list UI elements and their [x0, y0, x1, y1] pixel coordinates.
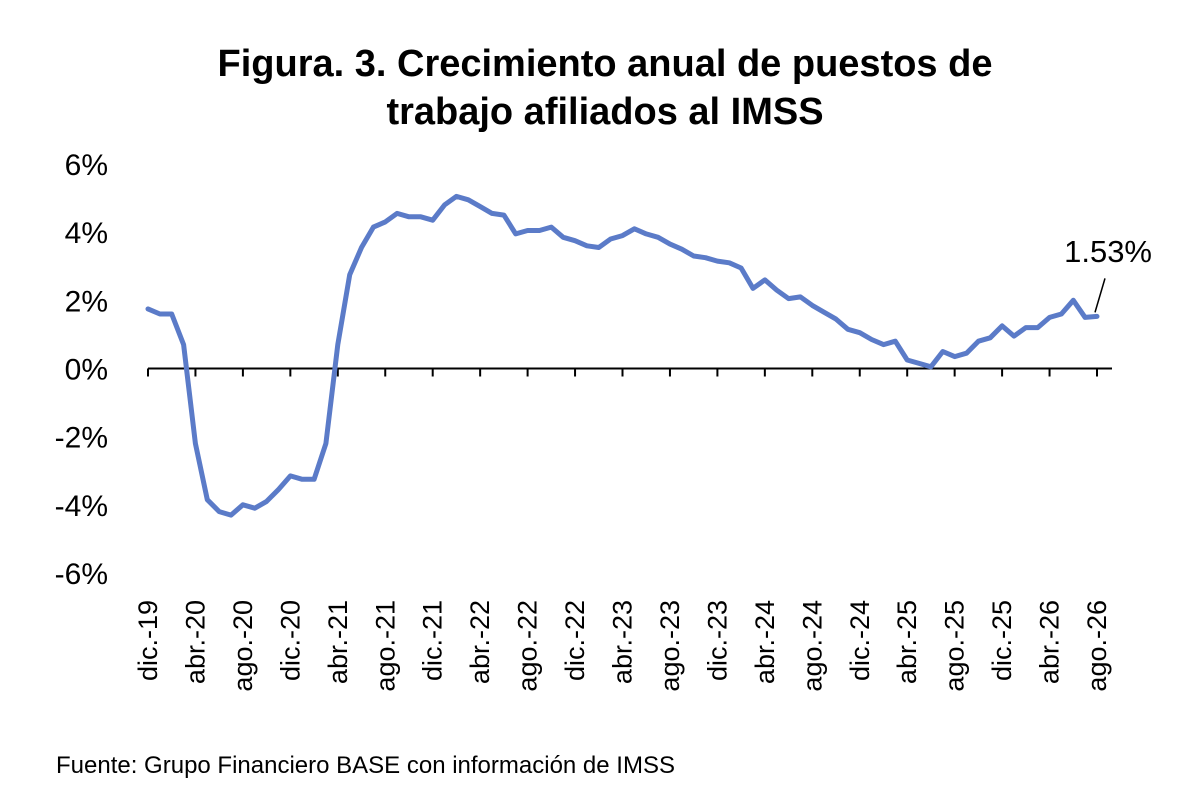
chart-title-line-1: Figura. 3. Crecimiento anual de puestos …: [217, 43, 993, 85]
y-tick-label: 4%: [65, 217, 108, 250]
source-note: Fuente: Grupo Financiero BASE con inform…: [56, 752, 675, 779]
x-tick-label: ago.-22: [513, 600, 543, 692]
x-tick-label: abr.-23: [608, 600, 638, 684]
y-axis-ticks: 6% 4% 2% 0% -2% -4% -6%: [55, 149, 108, 591]
series-line: [145, 193, 1100, 518]
x-tick-label: ago.-23: [655, 600, 685, 692]
x-tick-label: abr.-20: [180, 600, 210, 684]
annotation-label: 1.53%: [1064, 234, 1152, 269]
x-tick-label: ago.-25: [940, 600, 970, 692]
x-tick-label: abr.-21: [323, 600, 353, 684]
x-axis-tickmarks: [147, 368, 1098, 377]
x-tick-label: dic.-20: [275, 600, 305, 681]
x-tick-label: ago.-20: [228, 600, 258, 692]
x-tick-label: dic.-22: [560, 600, 590, 681]
x-tick-label: abr.-24: [750, 600, 780, 684]
x-tick-label: abr.-26: [1035, 600, 1065, 684]
x-tick-label: ago.-24: [797, 600, 827, 692]
x-tick-label: dic.-21: [418, 600, 448, 681]
y-tick-label: -4%: [55, 490, 108, 523]
x-tick-label: dic.-23: [702, 600, 732, 681]
x-tick-label: dic.-19: [133, 600, 163, 681]
chart-title-line-2: trabajo afiliados al IMSS: [386, 91, 824, 133]
x-tick-label: dic.-25: [987, 600, 1017, 681]
y-tick-label: 0%: [65, 354, 108, 387]
y-tick-label: -6%: [55, 558, 108, 591]
x-tick-label: abr.-25: [892, 600, 922, 684]
x-tick-label: ago.-26: [1082, 600, 1112, 692]
x-tick-label: dic.-24: [845, 600, 875, 681]
x-axis-labels: dic.-19 abr.-20 ago.-20 dic.-20 abr.-21 ago.-…: [133, 600, 1112, 692]
y-tick-label: 6%: [65, 149, 108, 182]
y-tick-label: -2%: [55, 422, 108, 455]
chart-title: Figura. 3. Crecimiento anual de puestos …: [120, 40, 1090, 136]
annotation-leader-line: [1094, 278, 1106, 313]
y-tick-label: 2%: [65, 285, 108, 318]
x-tick-label: ago.-21: [370, 600, 400, 692]
x-tick-label: abr.-22: [465, 600, 495, 684]
